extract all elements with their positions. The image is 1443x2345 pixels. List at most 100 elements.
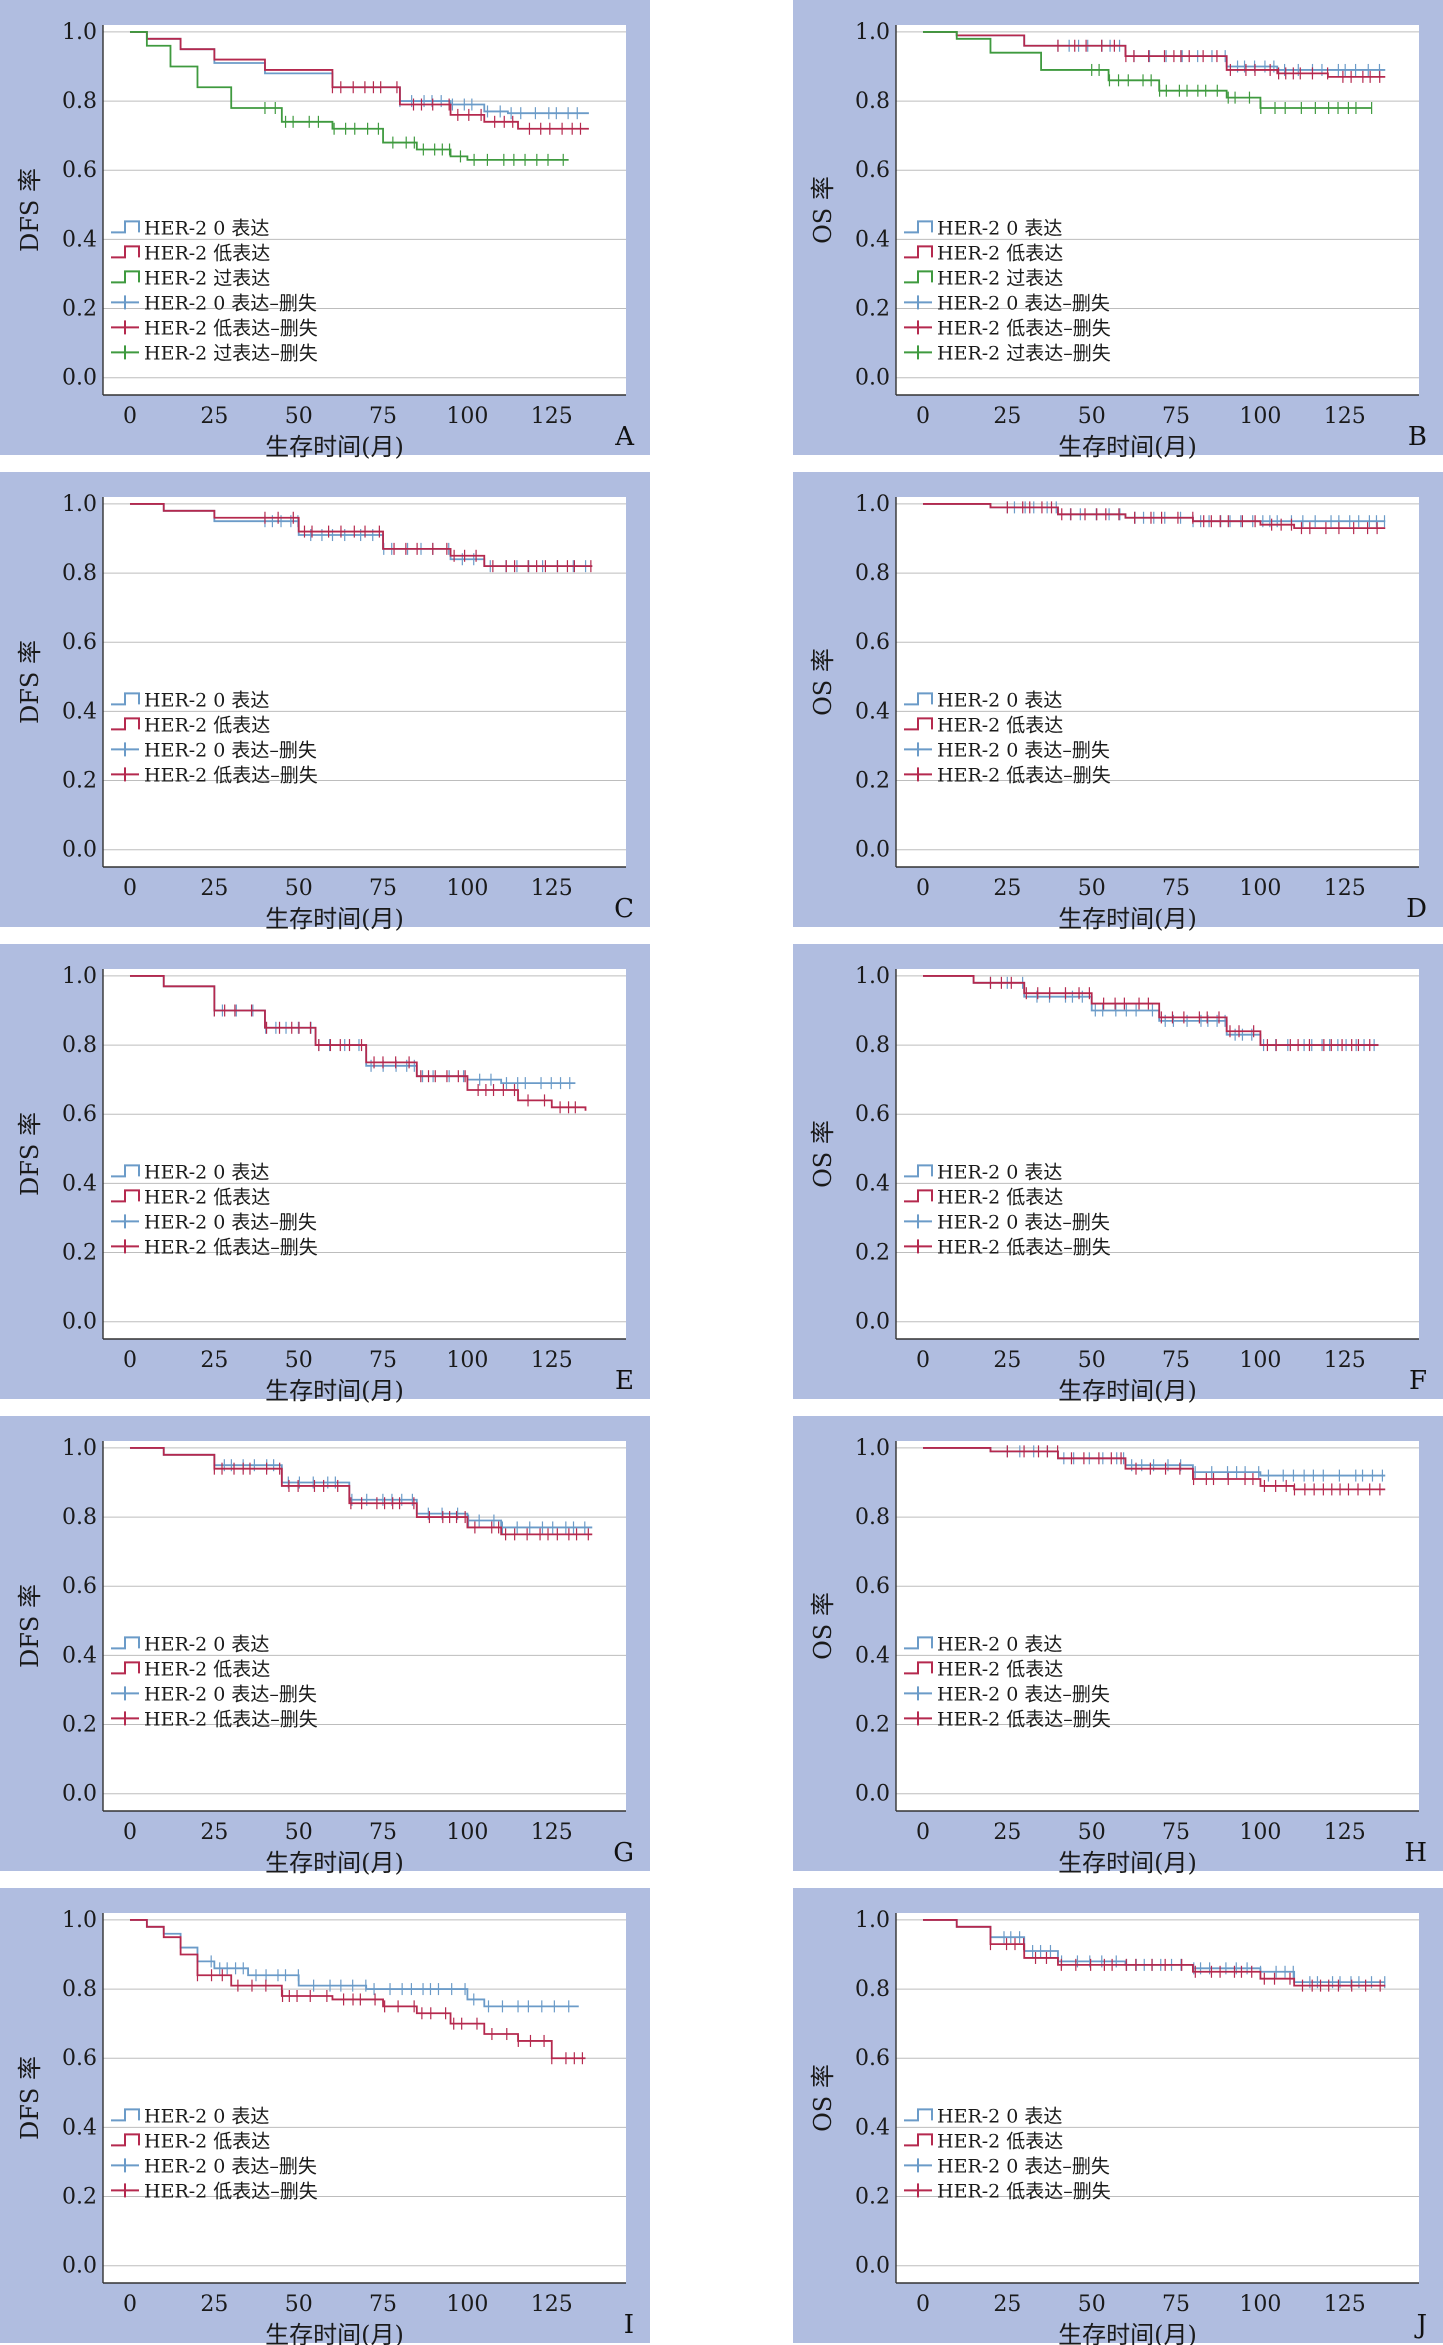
y-tick-label: 0.8 <box>62 1977 97 2002</box>
legend-entry: HER-2 低表达 <box>937 1186 1063 1208</box>
x-tick-label: 75 <box>1162 876 1190 901</box>
panel-letter: C <box>614 894 634 924</box>
legend-entry: HER-2 0 表达–删失 <box>144 292 317 314</box>
legend-entry: HER-2 0 表达 <box>144 1633 269 1655</box>
y-tick-label: 0.4 <box>855 1171 890 1196</box>
x-axis-title: 生存时间(月) <box>1058 2321 1197 2345</box>
x-tick-label: 0 <box>916 1820 930 1845</box>
legend-entry: HER-2 低表达–删失 <box>937 1708 1111 1730</box>
y-tick-label: 0.0 <box>62 2254 97 2279</box>
legend-entry: HER-2 低表达–删失 <box>937 764 1111 786</box>
y-axis-title: OS 率 <box>809 1592 837 1660</box>
legend-entry: HER-2 低表达–删失 <box>937 2180 1111 2202</box>
y-tick-label: 0.0 <box>855 838 890 863</box>
panel-letter: D <box>1406 894 1427 924</box>
km-curve-over <box>129 31 569 161</box>
legend-step-icon <box>904 1661 933 1675</box>
legend-step-icon <box>904 1189 933 1203</box>
x-tick-label: 125 <box>531 2292 573 2317</box>
y-tick-label: 1.0 <box>62 1436 97 1461</box>
km-curve-low <box>922 1447 1386 1491</box>
legend-entry: HER-2 0 表达 <box>937 2105 1062 2127</box>
y-tick-label: 0.2 <box>855 1241 890 1266</box>
legend-entry: HER-2 0 表达–删失 <box>937 1683 1110 1705</box>
y-tick-label: 1.0 <box>855 964 890 989</box>
plot-area <box>103 1441 626 1811</box>
y-axis-title: OS 率 <box>809 1120 837 1188</box>
y-tick-label: 0.4 <box>62 1643 97 1668</box>
legend-step-icon <box>904 717 933 731</box>
legend-entry: HER-2 0 表达 <box>937 689 1062 711</box>
y-tick-label: 1.0 <box>62 1908 97 1933</box>
y-tick-label: 0.2 <box>62 769 97 794</box>
x-tick-label: 25 <box>993 1820 1021 1845</box>
km-curve-low <box>129 1919 586 2060</box>
legend-entry: HER-2 低表达–删失 <box>144 764 318 786</box>
x-tick-label: 0 <box>916 1348 930 1373</box>
y-tick-label: 0.2 <box>62 297 97 322</box>
y-tick-label: 0.6 <box>62 630 97 655</box>
legend-entry: HER-2 低表达–删失 <box>144 1708 318 1730</box>
x-tick-label: 100 <box>446 1820 488 1845</box>
legend-entry: HER-2 0 表达–删失 <box>937 1211 1110 1233</box>
legend-step-icon <box>111 717 140 731</box>
x-tick-label: 50 <box>285 2292 313 2317</box>
panel-j: 0.0 0.2 0.4 0.6 0.8 1.0 0 25 50 75 100 125 生存时间(月) OS… <box>793 1888 1443 2345</box>
km-curve-low <box>922 1919 1386 1987</box>
plot-area <box>103 1913 626 2283</box>
x-axis-title: 生存时间(月) <box>265 1849 404 1877</box>
x-tick-label: 25 <box>200 1348 228 1373</box>
legend-entry: HER-2 0 表达–删失 <box>937 739 1110 761</box>
y-axis-title: OS 率 <box>809 176 837 244</box>
y-axis-title: OS 率 <box>809 648 837 716</box>
panel-d: 0.0 0.2 0.4 0.6 0.8 1.0 0 25 50 75 100 125 生存时间(月) OS… <box>793 472 1443 933</box>
y-tick-label: 0.6 <box>855 158 890 183</box>
y-tick-label: 0.0 <box>62 366 97 391</box>
x-tick-label: 100 <box>446 2292 488 2317</box>
x-tick-label: 0 <box>123 876 137 901</box>
legend-entry: HER-2 0 表达 <box>144 689 269 711</box>
legend-entry: HER-2 过表达–删失 <box>144 342 318 364</box>
y-tick-label: 0.2 <box>855 297 890 322</box>
panel-e: 0.0 0.2 0.4 0.6 0.8 1.0 0 25 50 75 100 125 生存时间(月) DF… <box>0 944 650 1405</box>
x-axis-title: 生存时间(月) <box>1058 1377 1197 1405</box>
km-curve-low <box>922 975 1379 1046</box>
panel-letter: J <box>1414 2310 1427 2340</box>
y-axis-title: DFS 率 <box>16 1112 44 1196</box>
y-tick-label: 0.2 <box>62 2185 97 2210</box>
y-axis-title: DFS 率 <box>16 640 44 724</box>
legend-entry: HER-2 低表达–删失 <box>144 1236 318 1258</box>
y-axis-title: OS 率 <box>809 2064 837 2132</box>
y-tick-label: 0.2 <box>855 769 890 794</box>
x-tick-label: 100 <box>1239 1348 1281 1373</box>
legend-step-icon <box>111 1636 140 1650</box>
km-curve-low <box>922 503 1386 530</box>
y-tick-label: 1.0 <box>855 1908 890 1933</box>
y-tick-label: 0.4 <box>62 699 97 724</box>
x-tick-label: 75 <box>369 876 397 901</box>
legend-entry: HER-2 0 表达 <box>144 217 269 239</box>
legend-entry: HER-2 0 表达 <box>144 1161 269 1183</box>
legend-step-icon <box>904 270 933 284</box>
x-tick-label: 50 <box>1078 2292 1106 2317</box>
x-tick-label: 0 <box>916 404 930 429</box>
legend-entry: HER-2 低表达–删失 <box>937 1236 1111 1258</box>
x-tick-label: 0 <box>123 404 137 429</box>
legend-entry: HER-2 低表达 <box>937 242 1063 264</box>
x-tick-label: 0 <box>123 1348 137 1373</box>
legend-entry: HER-2 过表达 <box>937 267 1063 289</box>
panel-letter: F <box>1409 1366 1427 1396</box>
legend-entry: HER-2 低表达 <box>144 1186 270 1208</box>
panel-letter: G <box>613 1838 634 1868</box>
legend-entry: HER-2 低表达–删失 <box>937 317 1111 339</box>
y-tick-label: 0.6 <box>62 158 97 183</box>
panel-g: 0.0 0.2 0.4 0.6 0.8 1.0 0 25 50 75 100 125 生存时间(月) DF… <box>0 1416 650 1877</box>
km-curve-low <box>129 975 587 1111</box>
y-tick-label: 0.6 <box>855 1574 890 1599</box>
y-tick-label: 1.0 <box>855 492 890 517</box>
y-tick-label: 0.8 <box>62 89 97 114</box>
x-tick-label: 125 <box>1324 1820 1366 1845</box>
y-tick-label: 0.8 <box>62 1033 97 1058</box>
x-tick-label: 75 <box>1162 2292 1190 2317</box>
x-tick-label: 125 <box>531 1348 573 1373</box>
